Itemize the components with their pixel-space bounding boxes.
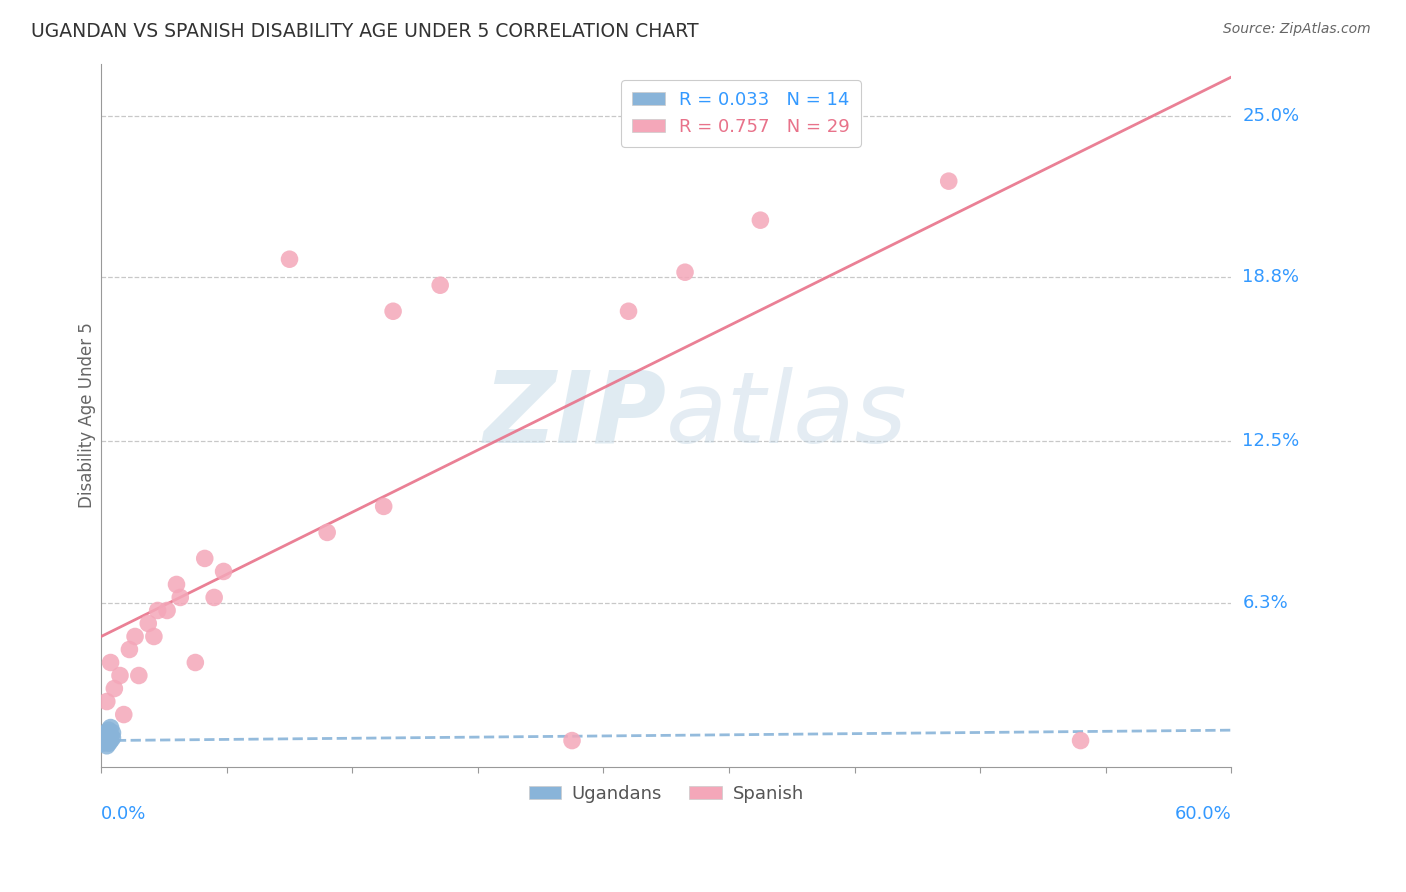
Text: 6.3%: 6.3% xyxy=(1243,594,1288,612)
Text: UGANDAN VS SPANISH DISABILITY AGE UNDER 5 CORRELATION CHART: UGANDAN VS SPANISH DISABILITY AGE UNDER … xyxy=(31,22,699,41)
Point xyxy=(1070,733,1092,747)
Point xyxy=(97,731,120,745)
Point xyxy=(561,733,583,747)
Point xyxy=(94,733,117,747)
Point xyxy=(100,721,122,735)
Point xyxy=(96,694,118,708)
Point xyxy=(103,681,125,696)
Point xyxy=(194,551,217,566)
Point xyxy=(278,252,301,267)
Legend: Ugandans, Spanish: Ugandans, Spanish xyxy=(522,778,811,810)
Point xyxy=(212,565,235,579)
Point xyxy=(316,525,339,540)
Point xyxy=(112,707,135,722)
Point xyxy=(97,736,120,750)
Point xyxy=(146,603,169,617)
Point xyxy=(382,304,405,318)
Point xyxy=(938,174,960,188)
Point xyxy=(673,265,696,279)
Point xyxy=(100,728,122,742)
Point xyxy=(156,603,179,617)
Point xyxy=(169,591,191,605)
Point xyxy=(136,616,159,631)
Point xyxy=(94,728,117,742)
Text: atlas: atlas xyxy=(666,367,908,464)
Text: 25.0%: 25.0% xyxy=(1243,107,1299,125)
Point xyxy=(100,733,122,747)
Point xyxy=(101,731,124,745)
Point xyxy=(91,736,114,750)
Y-axis label: Disability Age Under 5: Disability Age Under 5 xyxy=(79,322,96,508)
Point xyxy=(97,723,120,738)
Text: 60.0%: 60.0% xyxy=(1174,805,1232,823)
Point xyxy=(617,304,640,318)
Point xyxy=(202,591,225,605)
Point xyxy=(108,668,131,682)
Point xyxy=(166,577,188,591)
Point xyxy=(142,630,165,644)
Point xyxy=(101,725,124,739)
Point xyxy=(184,656,207,670)
Point xyxy=(118,642,141,657)
Point xyxy=(124,630,146,644)
Text: 18.8%: 18.8% xyxy=(1243,268,1299,286)
Text: ZIP: ZIP xyxy=(484,367,666,464)
Point xyxy=(96,733,118,747)
Point xyxy=(128,668,150,682)
Point xyxy=(96,739,118,753)
Point xyxy=(749,213,772,227)
Point xyxy=(100,656,122,670)
Text: 0.0%: 0.0% xyxy=(101,805,146,823)
Point xyxy=(373,500,395,514)
Point xyxy=(96,725,118,739)
Point xyxy=(429,278,451,293)
Text: Source: ZipAtlas.com: Source: ZipAtlas.com xyxy=(1223,22,1371,37)
Text: 12.5%: 12.5% xyxy=(1243,433,1299,450)
